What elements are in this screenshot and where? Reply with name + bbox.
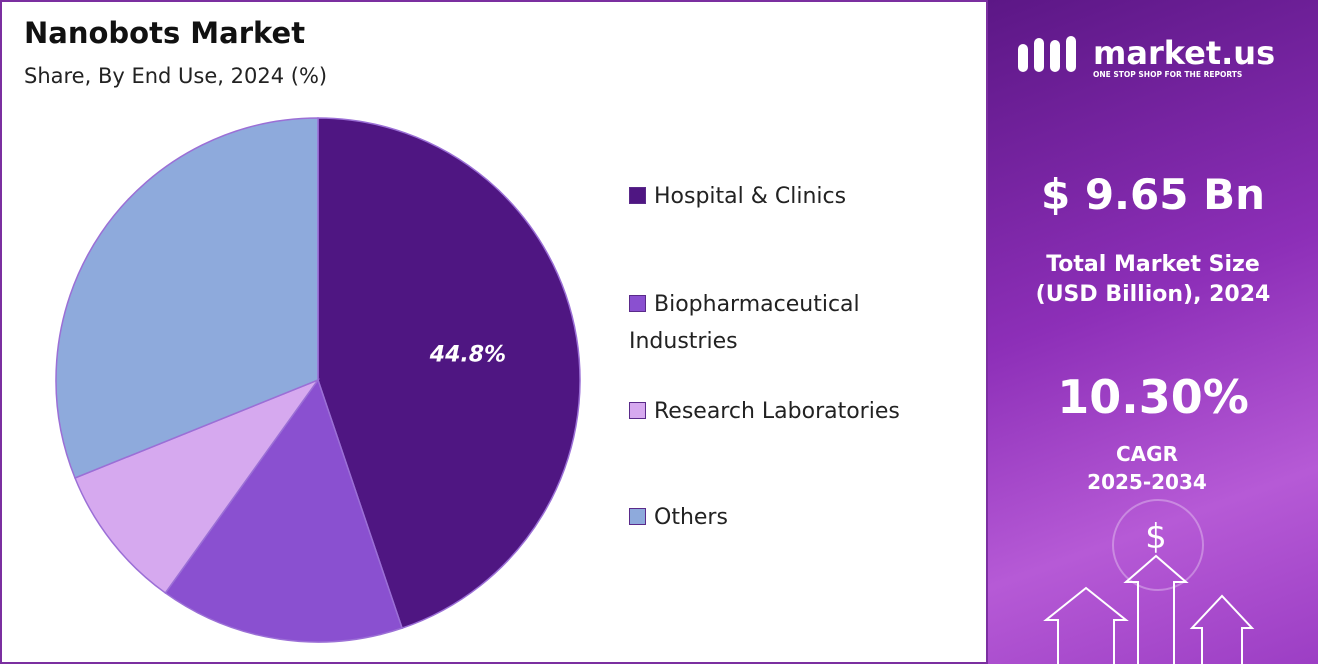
market-size: $ 9.65 Bn <box>1040 170 1265 219</box>
legend-swatch <box>629 295 646 312</box>
legend-swatch <box>629 187 646 204</box>
cagr-label-1: CAGR <box>1116 442 1178 466</box>
logo-icon <box>1018 36 1076 72</box>
pie-slice <box>164 378 404 643</box>
legend-item: Others <box>629 499 959 536</box>
pie-slice <box>55 117 319 479</box>
arrows-icon <box>1043 499 1255 664</box>
legend-label: Hospital & Clinics <box>654 184 847 209</box>
market-size-label-1: Total Market Size <box>1046 252 1260 277</box>
data-label: 44.8% <box>429 342 506 367</box>
tagline: ONE STOP SHOP FOR THE REPORTS <box>1093 70 1243 79</box>
pie-slice <box>74 378 321 594</box>
chart-subtitle: Share, By End Use, 2024 (%) <box>24 64 328 88</box>
pie-slice <box>317 117 581 630</box>
legend-swatch <box>629 508 646 525</box>
side-panel: $ market.us ONE STOP SHOP FOR THE REPORT… <box>988 0 1318 664</box>
legend-swatch <box>629 402 646 419</box>
market-size-label-2: (USD Billion), 2024 <box>1035 282 1271 307</box>
cagr-label-2: 2025-2034 <box>1087 470 1207 494</box>
cagr-value: 10.30% <box>1057 370 1249 424</box>
legend-item: Research Laboratories <box>629 393 959 430</box>
legend-label: Biopharmaceutical Industries <box>629 292 860 354</box>
chart-area: Nanobots Market Share, By End Use, 2024 … <box>0 0 988 664</box>
panel-graphics: $ <box>1018 36 1255 664</box>
logo-text: market.us <box>1093 34 1276 72</box>
legend-label: Others <box>654 505 728 530</box>
chart-title: Nanobots Market <box>24 16 306 50</box>
pie-chart: 44.8% <box>55 117 581 643</box>
legend-item: Biopharmaceutical Industries <box>629 286 919 360</box>
icon-symbol: $ <box>1145 517 1167 557</box>
legend-label: Research Laboratories <box>654 399 900 424</box>
legend-item: Hospital & Clinics <box>629 178 959 215</box>
